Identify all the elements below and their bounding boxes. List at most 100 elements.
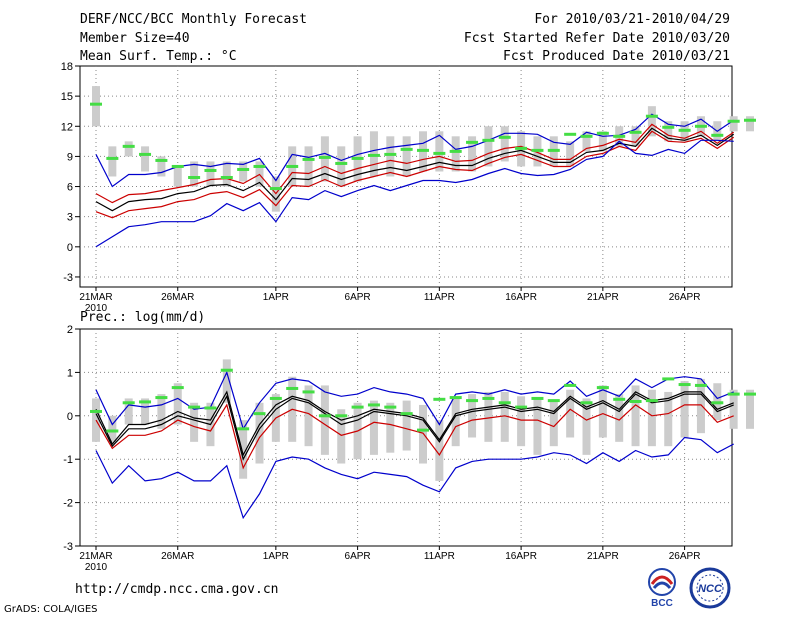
temperature-member-marker (645, 114, 658, 118)
temperature-member-box (304, 146, 313, 187)
precipitation-panel: -3 -2 -1 0 1 2 21MAR 26MAR 1APR 6APR 11APR 16APR 21A… (63, 324, 756, 573)
precipitation-xtick-label: 1APR (263, 551, 289, 562)
precipitation-series-lower_inner (95, 403, 734, 470)
temperature-member-box (598, 131, 607, 152)
temperature-ytick-label: 18 (61, 61, 73, 73)
precipitation-series-ensemble_mean (95, 393, 734, 461)
precipitation-member-box (320, 385, 329, 455)
temperature-member-marker (711, 133, 724, 137)
variable-label: Mean Surf. Temp.: °C (80, 49, 237, 64)
temperature-member-box (157, 156, 166, 177)
temperature-member-marker (220, 176, 233, 180)
temperature-member-marker (515, 146, 528, 150)
precipitation-member-box (680, 381, 689, 438)
precipitation-member-box (566, 389, 575, 438)
precipitation-member-marker (269, 396, 282, 400)
temperature-member-marker (302, 157, 315, 161)
temperature-member-marker (286, 164, 299, 168)
temperature-xtick-label: 1APR (263, 292, 289, 303)
temperature-member-marker (204, 168, 217, 172)
precipitation-member-box (386, 402, 395, 453)
precipitation-member-box (484, 391, 493, 442)
precipitation-xtick-label: 16APR (505, 551, 537, 562)
precipitation-member-marker (318, 414, 331, 418)
precipitation-member-box (190, 402, 199, 442)
precipitation-series-upper_outer (95, 370, 734, 431)
precip-axis-title: Prec.: log(mm/d) (80, 310, 205, 325)
temperature-member-marker (155, 158, 168, 162)
temperature-panel: -3 0 3 6 9 12 15 18 21MAR 26MAR 1APR 6APR 11APR 16APR… (61, 61, 756, 314)
precipitation-member-marker (171, 386, 184, 390)
temperature-member-marker (188, 176, 201, 180)
temperature-member-marker (531, 148, 544, 152)
temperature-member-marker (596, 131, 609, 135)
bcc-logo-text: BCC (651, 598, 673, 609)
ncc-logo-text: NCC (698, 583, 723, 595)
precipitation-member-marker (237, 427, 250, 431)
chart-title: DERF/NCC/BCC Monthly Forecast (80, 12, 307, 27)
temperature-xtick-label: 26APR (669, 292, 701, 303)
temperature-xtick-label: 26MAR (161, 292, 194, 303)
temperature-year-label: 2010 (85, 303, 108, 314)
precipitation-member-marker (90, 409, 102, 413)
temperature-member-box (664, 121, 673, 142)
temperature-member-box (369, 131, 378, 177)
precipitation-member-marker (744, 392, 756, 396)
temperature-xtick-label: 21MAR (79, 292, 112, 303)
precipitation-year-label: 2010 (85, 562, 108, 573)
temperature-frame (79, 65, 733, 288)
temperature-member-marker (269, 187, 282, 191)
precipitation-member-box (141, 398, 150, 425)
precipitation-member-marker (629, 399, 642, 403)
temperature-member-marker (580, 134, 593, 138)
temperature-member-marker (433, 151, 446, 155)
temperature-member-box (386, 136, 395, 177)
temperature-member-box (141, 146, 150, 172)
precipitation-member-box (419, 404, 427, 464)
temperature-member-marker (90, 102, 102, 106)
temperature-member-marker (629, 130, 642, 134)
member-size-label: Member Size=40 (80, 31, 190, 46)
temperature-member-box (239, 161, 248, 182)
precipitation-member-marker (580, 401, 593, 405)
temperature-member-box (435, 131, 444, 172)
precipitation-member-box (631, 385, 640, 447)
precipitation-member-box (435, 420, 444, 481)
source-url[interactable]: http://cmdp.ncc.cma.gov.cn (75, 582, 279, 597)
precipitation-member-marker (531, 396, 544, 400)
precipitation-member-box (124, 398, 133, 425)
temperature-ytick-label: 3 (67, 212, 73, 224)
temperature-member-marker (694, 124, 707, 128)
precipitation-member-box (451, 396, 460, 447)
temperature-member-marker (613, 134, 626, 138)
precipitation-member-marker (694, 383, 707, 387)
precipitation-member-marker (367, 403, 380, 407)
precipitation-xtick-label: 11APR (424, 551, 455, 562)
precipitation-member-box (157, 394, 166, 429)
precipitation-member-box (517, 396, 526, 447)
precipitation-member-box (615, 394, 624, 442)
precipitation-member-marker (449, 396, 462, 400)
precipitation-member-marker (498, 401, 511, 405)
temperature-ytick-label: 12 (61, 121, 73, 133)
temperature-member-marker (744, 118, 756, 122)
precipitation-xtick-label: 26APR (669, 551, 701, 562)
temperature-member-box (222, 161, 231, 187)
precipitation-ytick-label: -3 (63, 541, 73, 553)
temperature-member-marker (400, 147, 413, 151)
precipitation-member-box (337, 409, 346, 464)
temperature-member-marker (384, 152, 397, 156)
precipitation-member-marker (335, 414, 348, 418)
temperature-member-box (92, 86, 100, 127)
precipitation-member-marker (400, 412, 413, 416)
precipitation-member-box (696, 378, 705, 434)
temperature-member-marker (417, 148, 429, 152)
temperature-member-marker (139, 152, 152, 156)
precipitation-xtick-label: 6APR (345, 551, 371, 562)
temperature-member-marker (482, 138, 495, 142)
temperature-ytick-label: 9 (67, 151, 73, 163)
temperature-member-box (108, 146, 117, 177)
temperature-xtick-label: 16APR (505, 292, 537, 303)
precipitation-member-marker (678, 383, 691, 387)
